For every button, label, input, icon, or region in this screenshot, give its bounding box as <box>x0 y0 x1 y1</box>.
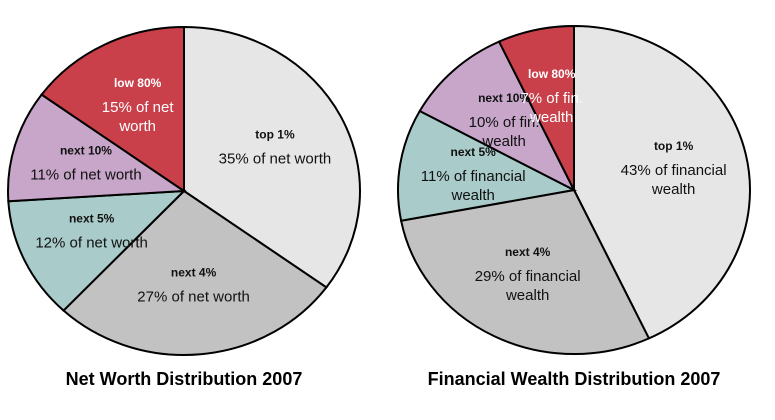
category-label: next 10% <box>59 143 112 158</box>
value-label: 12% of net worth <box>35 234 148 251</box>
pie-slice <box>573 24 751 340</box>
slice-label: top 1% 35% of net worth <box>210 127 340 168</box>
chart-title: Net Worth Distribution 2007 <box>65 369 303 389</box>
value-label: 29% of financial wealth <box>474 267 581 304</box>
slice-label: low 80% 15% of net worth <box>83 76 193 136</box>
value-label: 11% of net worth <box>30 166 142 184</box>
category-label: top 1% <box>255 127 295 142</box>
chart-title: Financial Wealth Distribution 2007 <box>427 369 721 389</box>
pie-slice <box>183 25 361 289</box>
category-label: low 80% <box>113 76 162 91</box>
slice-label: next 10% 11% of net worth <box>16 144 156 185</box>
pie-slice <box>497 24 575 191</box>
pie-slice <box>7 189 187 312</box>
category-label: top 1% <box>653 139 694 154</box>
pie-slice <box>62 189 328 356</box>
pie-slice <box>418 40 577 193</box>
value-label: 43% of financial wealth <box>620 162 727 199</box>
category-label: next 10% <box>478 90 531 105</box>
pie-slice <box>7 93 188 203</box>
slice-label: next 5% 12% of net worth <box>32 211 152 252</box>
category-label: low 80% <box>528 67 576 82</box>
value-label: 27% of net worth <box>137 288 250 306</box>
pie-slice <box>399 188 651 355</box>
pie-slice <box>40 25 185 193</box>
category-label: next 5% <box>450 145 496 160</box>
value-label: 35% of net worth <box>218 150 332 168</box>
category-label: next 5% <box>68 211 115 225</box>
slice-label: next 4% 27% of net worth <box>129 265 259 306</box>
slice-label: next 5% 11% of financial wealth <box>408 145 538 205</box>
value-label: 7% of fin. wealth <box>520 90 583 127</box>
category-label: next 4% <box>504 244 551 259</box>
value-label: 11% of financial wealth <box>420 168 526 205</box>
pie-slice <box>397 109 578 222</box>
value-label: 15% of net worth <box>101 99 174 136</box>
slice-label: next 4% 29% of financial wealth <box>463 245 593 305</box>
slice-label: low 80% 7% of fin. wealth <box>517 67 587 127</box>
value-label: 10% of fin. wealth <box>468 113 540 150</box>
slice-label: top 1% 43% of financial wealth <box>606 139 741 199</box>
slice-label: next 10% 10% of fin. wealth <box>457 91 552 151</box>
category-label: next 4% <box>170 265 217 280</box>
